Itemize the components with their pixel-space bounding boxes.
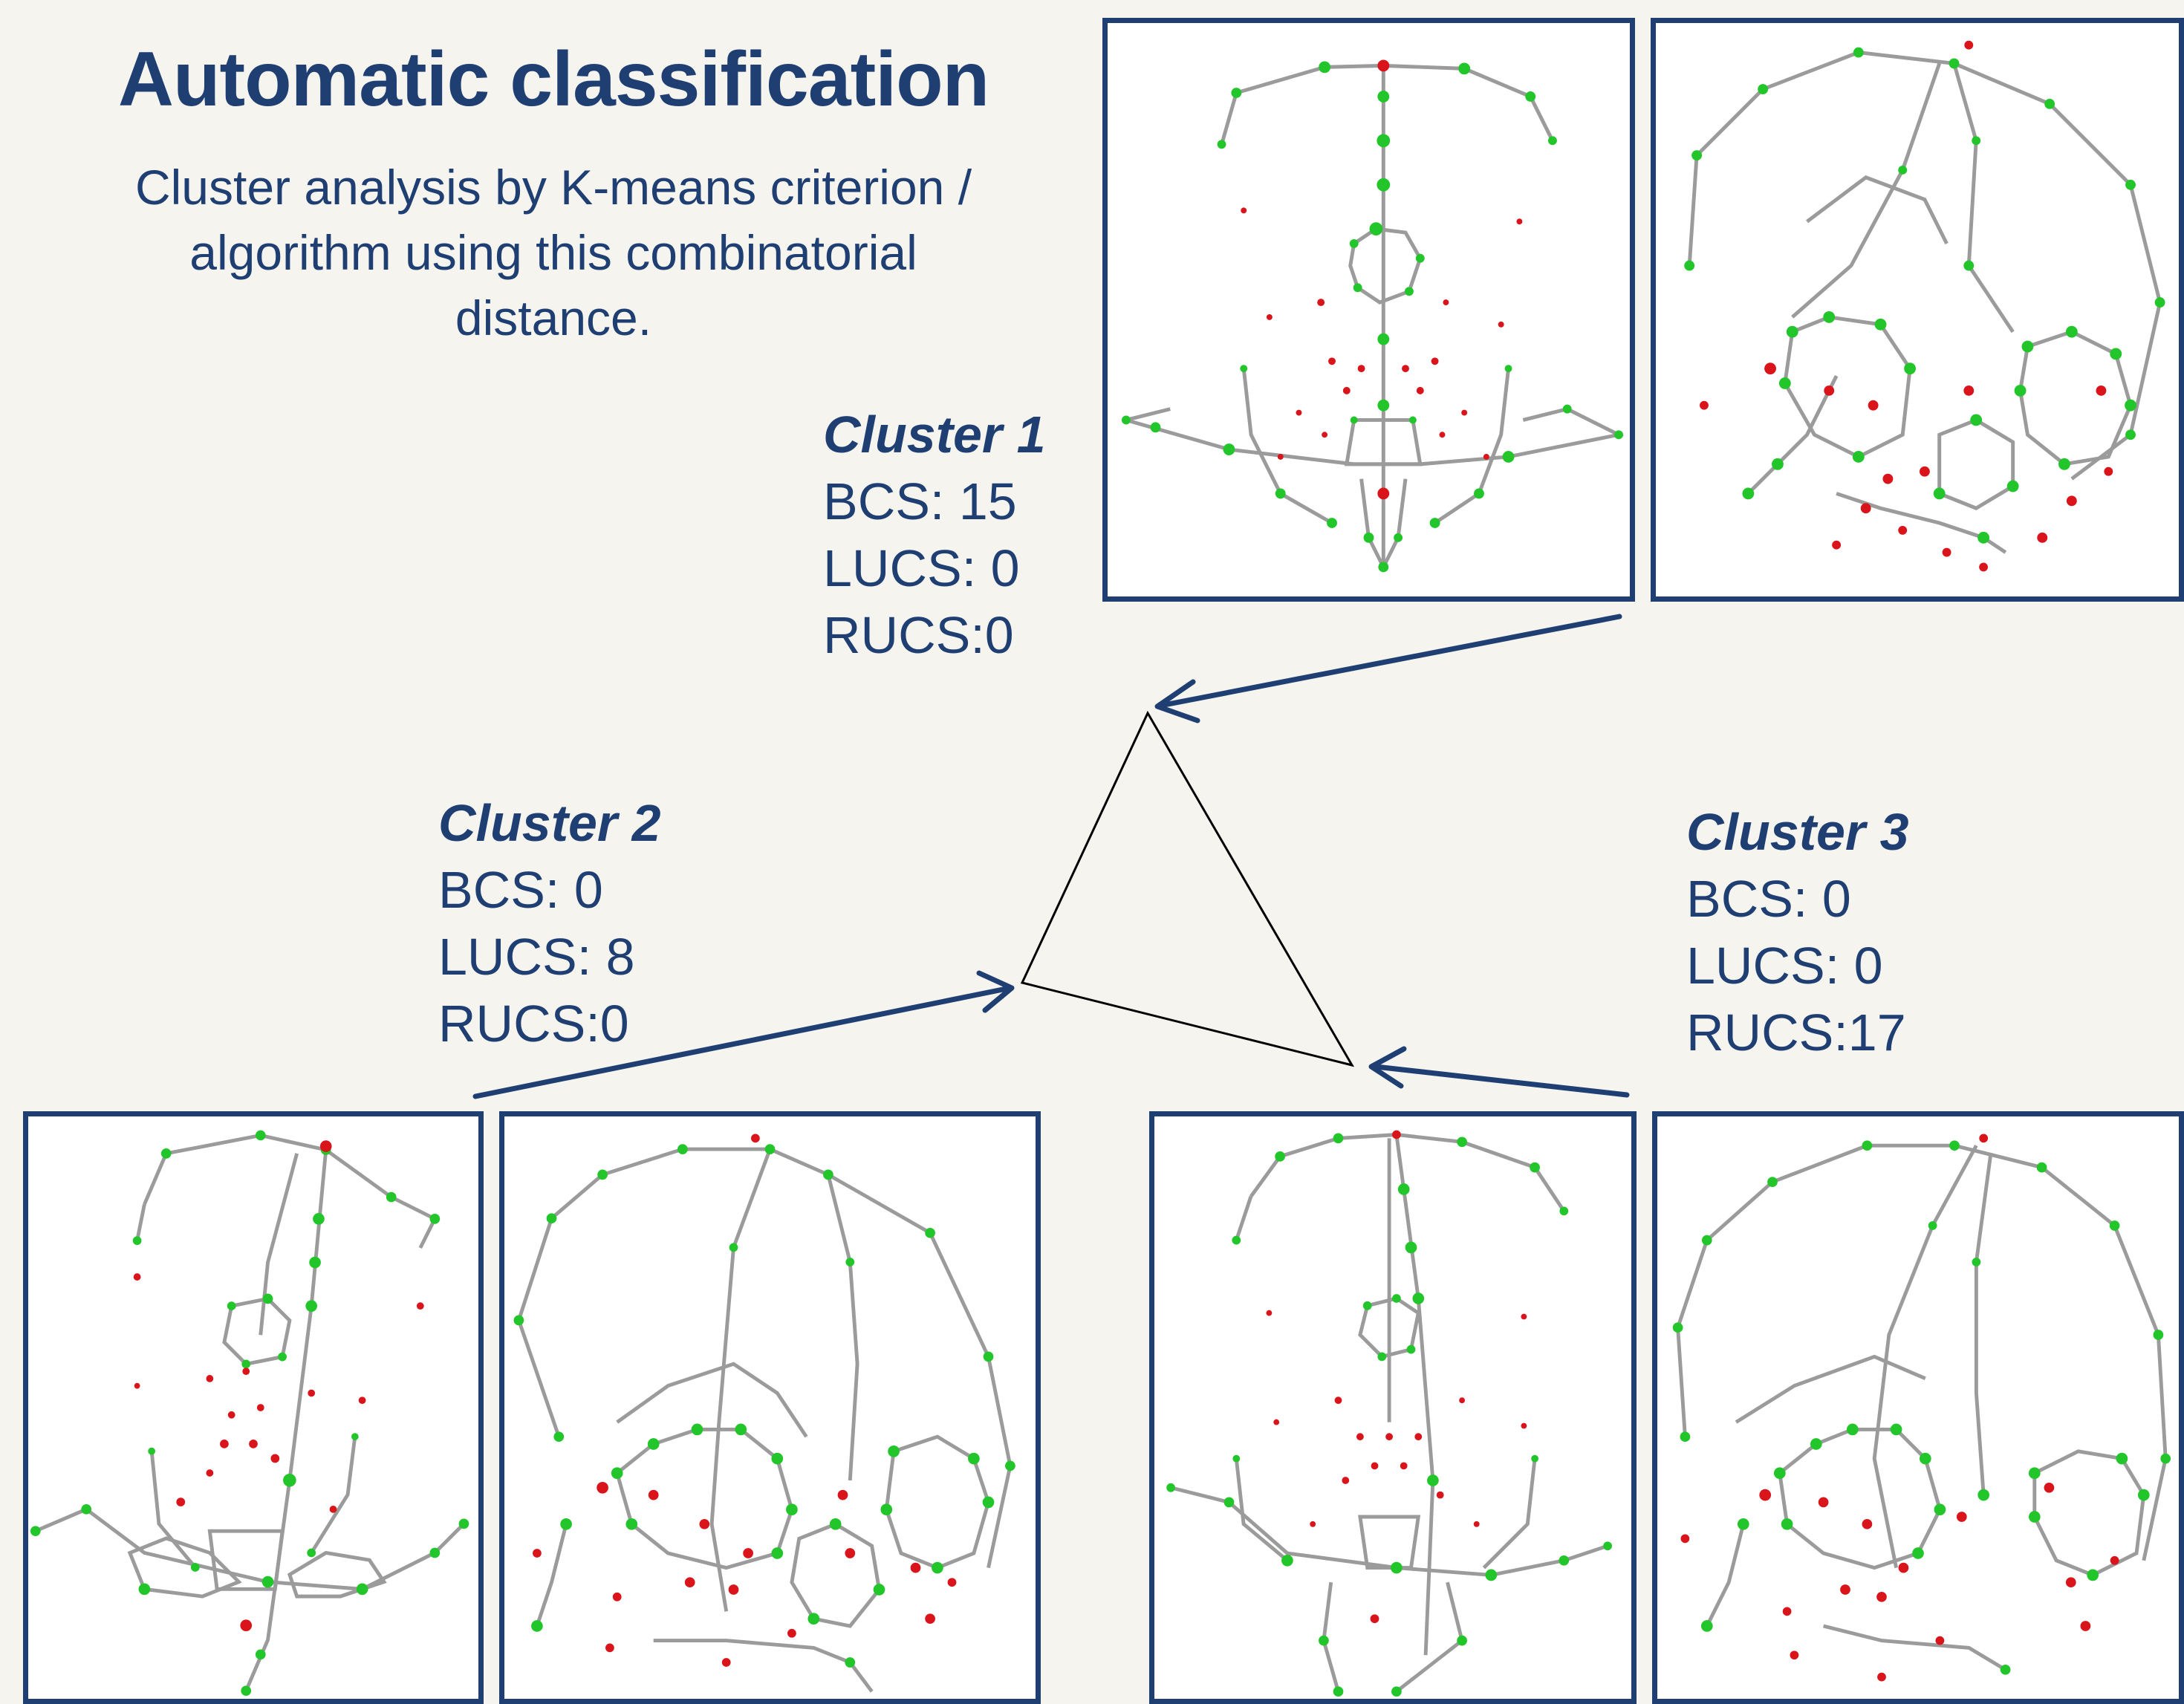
red-landmarks — [533, 1134, 957, 1667]
arrow-cluster-1 — [1154, 614, 1622, 723]
cluster-3-label: Cluster 3 BCS: 0 LUCS: 0 RUCS:17 — [1686, 799, 1909, 1066]
green-landmarks — [1684, 47, 2165, 544]
cluster-3-lateral-image — [1652, 1111, 2184, 1704]
red-landmarks — [1680, 1134, 2119, 1682]
subtitle-line: Cluster analysis by K-means criterion / — [134, 160, 972, 215]
cluster-lucs: LUCS: 0 — [1686, 937, 1883, 995]
cluster-bcs: BCS: 0 — [438, 861, 603, 919]
cluster-rucs: RUCS:0 — [438, 995, 629, 1053]
red-landmarks — [1700, 40, 2113, 572]
cluster-rucs: RUCS:0 — [823, 606, 1014, 664]
green-landmarks — [30, 1130, 469, 1697]
red-landmarks — [1266, 1130, 1527, 1624]
cluster-bcs: BCS: 15 — [823, 472, 1017, 530]
cluster-triangle — [1020, 710, 1355, 1067]
cluster-name: Cluster 3 — [1686, 803, 1909, 861]
subtitle-line: algorithm using this combinatorial — [189, 225, 917, 280]
cluster-1-frontal-image — [1102, 18, 1635, 602]
cluster-1-label: Cluster 1 BCS: 15 LUCS: 0 RUCS:0 — [823, 401, 1046, 669]
cluster-2-frontal-image — [23, 1111, 484, 1704]
cluster-2-lateral-image — [499, 1111, 1041, 1704]
arrow-cluster-3 — [1368, 1046, 1630, 1098]
cluster-lucs: LUCS: 8 — [438, 928, 635, 986]
slide-title: Automatic classification — [117, 36, 989, 123]
red-landmarks — [133, 1140, 424, 1632]
green-landmarks — [1672, 1140, 2171, 1675]
red-landmarks — [1241, 59, 1523, 500]
slide-subtitle: Cluster analysis by K-means criterion / … — [45, 155, 1062, 351]
cluster-rucs: RUCS:17 — [1686, 1004, 1906, 1061]
cluster-1-lateral-image — [1651, 18, 2184, 602]
green-landmarks — [1166, 1133, 1612, 1697]
green-landmarks — [1121, 61, 1623, 573]
cluster-lucs: LUCS: 0 — [823, 539, 1020, 597]
cluster-name: Cluster 1 — [823, 406, 1046, 464]
cluster-name: Cluster 2 — [438, 794, 661, 852]
arrow-cluster-2 — [472, 970, 1015, 1099]
cluster-2-label: Cluster 2 BCS: 0 LUCS: 8 RUCS:0 — [438, 790, 661, 1057]
cluster-bcs: BCS: 0 — [1686, 870, 1851, 928]
cluster-3-frontal-image — [1149, 1111, 1637, 1704]
green-landmarks — [513, 1144, 1015, 1668]
subtitle-line: distance. — [455, 290, 652, 345]
